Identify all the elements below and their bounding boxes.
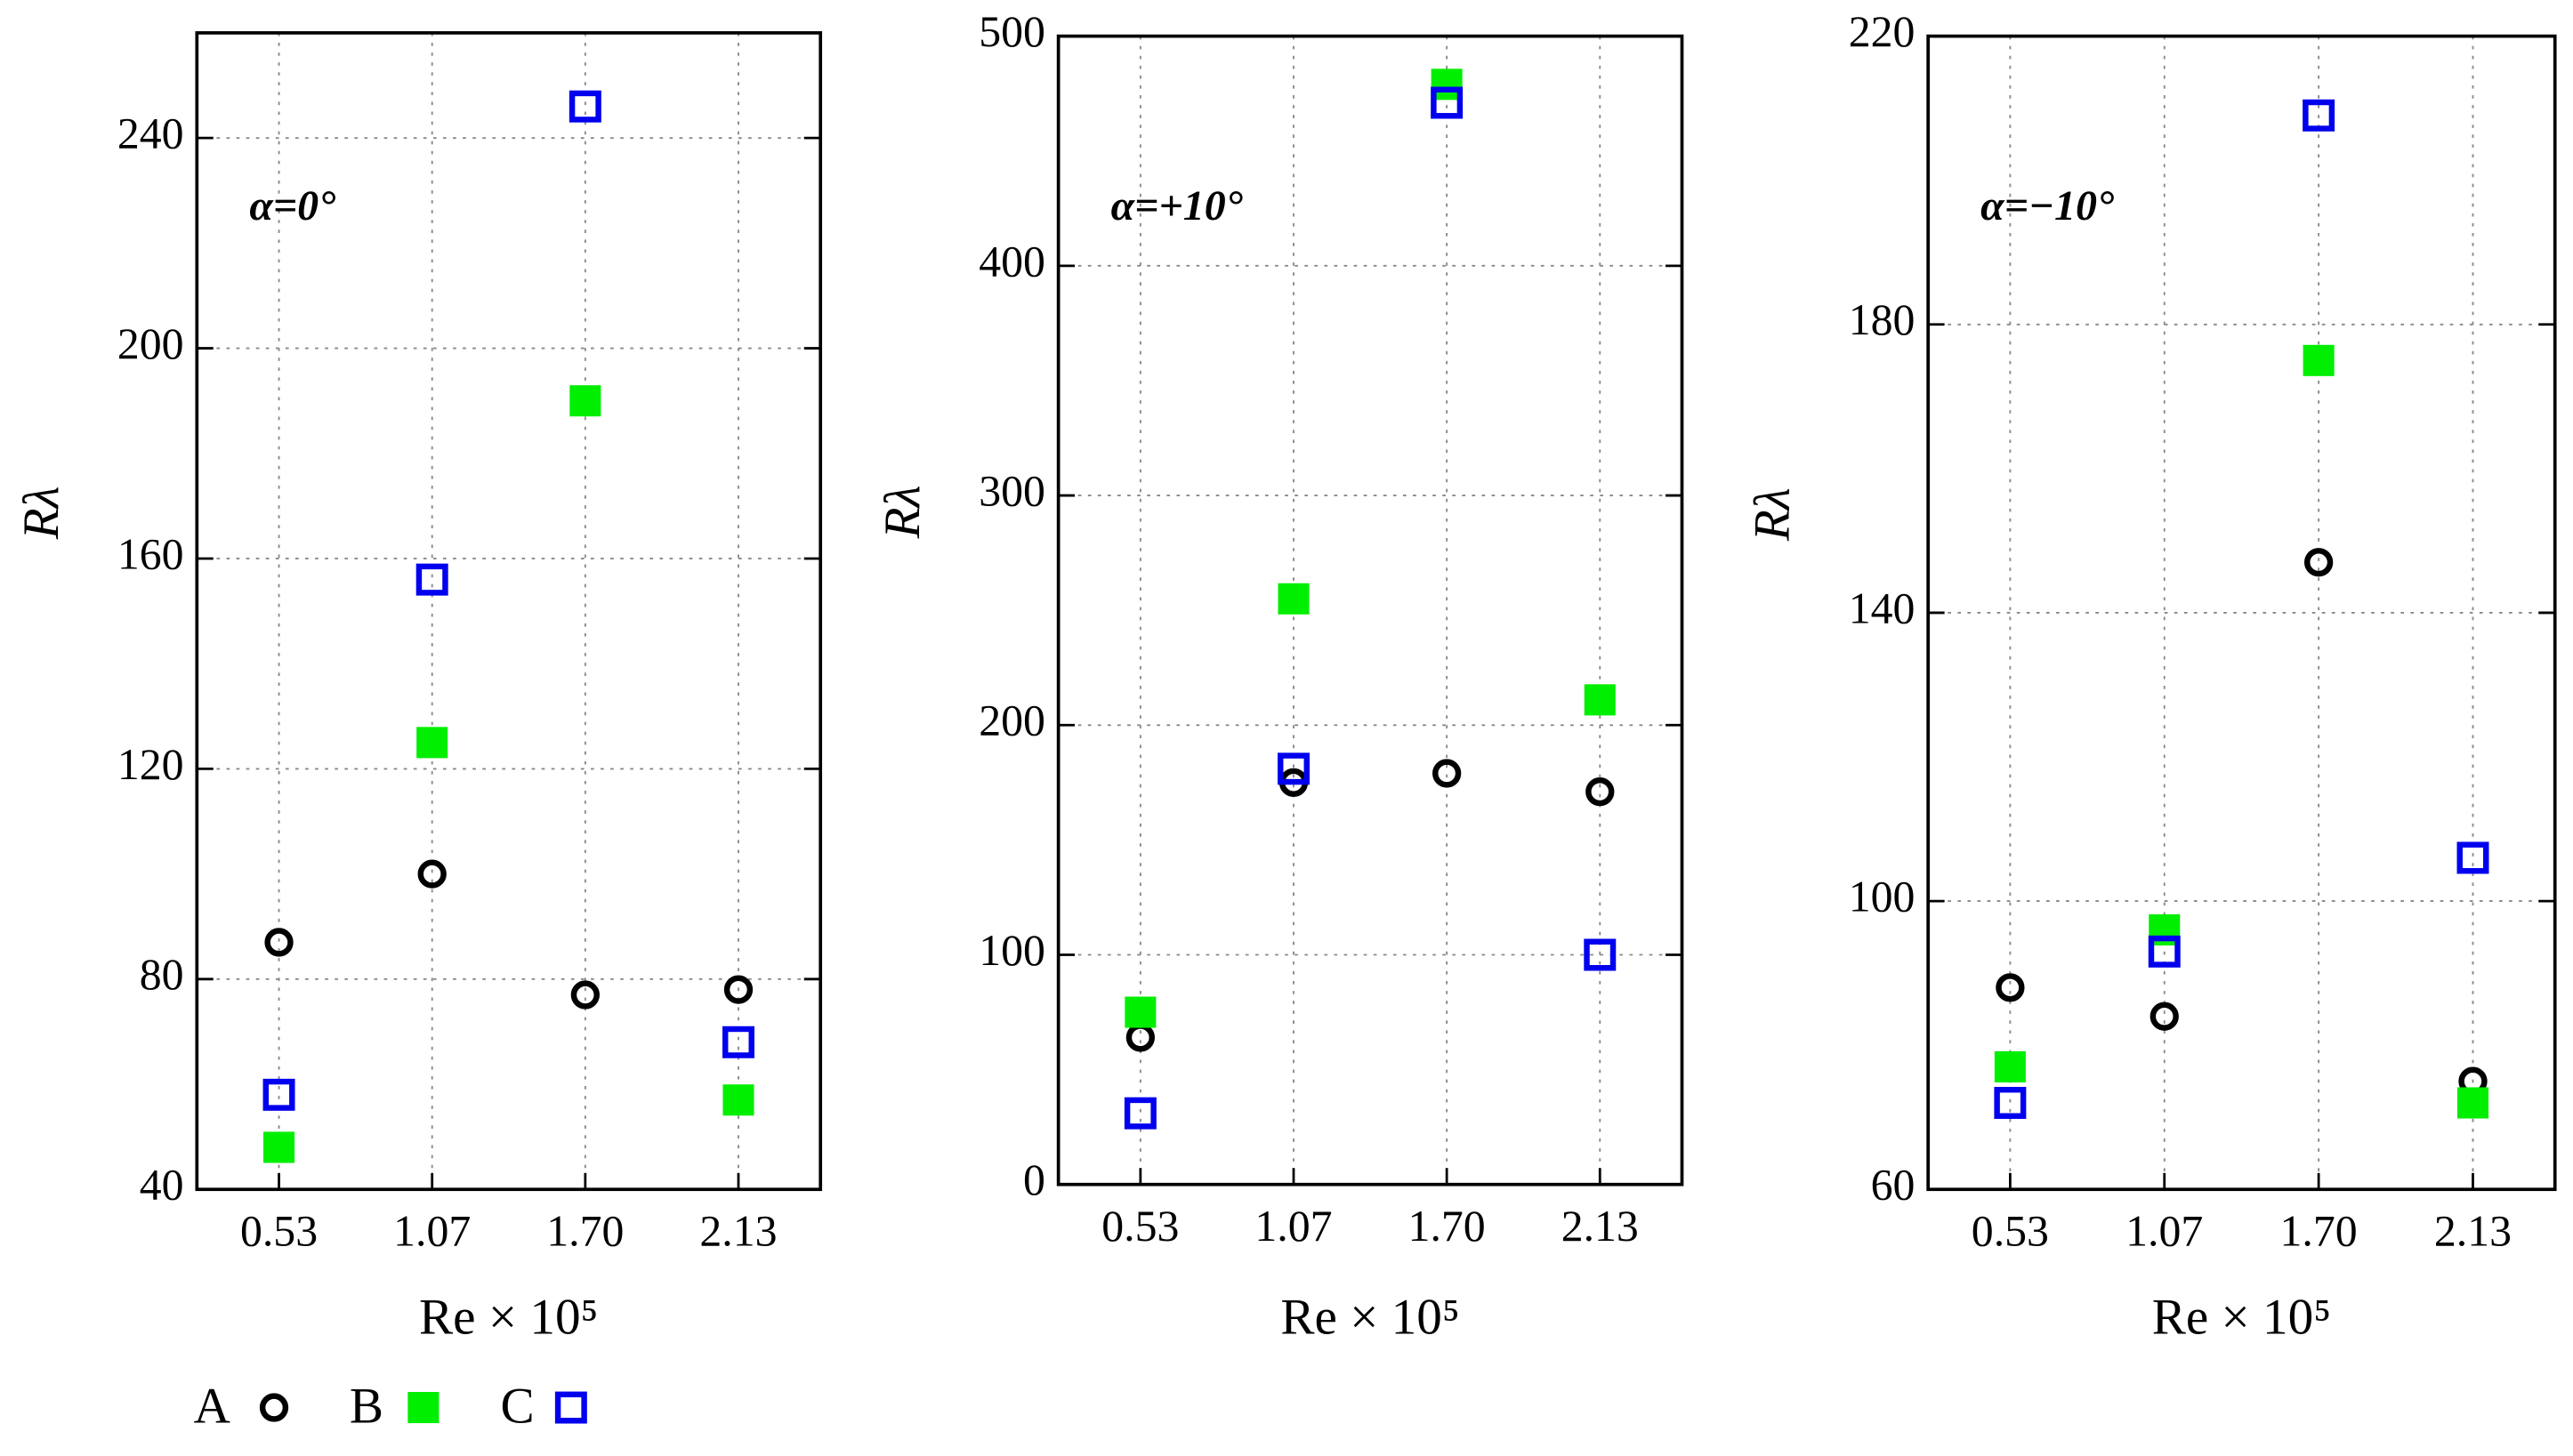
legend-label: C: [501, 1378, 535, 1434]
point: [2303, 344, 2335, 376]
point: [417, 859, 447, 889]
point: [570, 980, 600, 1010]
point: [722, 1026, 754, 1058]
x-tick-label: 1.70: [1408, 1202, 1486, 1251]
y-tick-label: 200: [979, 696, 1045, 745]
point: [1431, 86, 1464, 119]
point: [1584, 684, 1616, 716]
y-tick-label: 0: [1023, 1155, 1045, 1204]
x-axis-label: Re × 10⁵: [2152, 1290, 2331, 1346]
point: [569, 90, 601, 123]
y-axis-label: Rλ: [875, 486, 931, 540]
legend-label: B: [350, 1378, 383, 1434]
y-axis-label: Rλ: [1745, 487, 1801, 542]
point: [1584, 938, 1617, 971]
point: [416, 727, 448, 759]
point: [2148, 935, 2181, 968]
point: [1125, 1023, 1155, 1052]
legend-marker: [407, 1392, 440, 1424]
x-axis-label: Re × 10⁵: [419, 1290, 598, 1346]
y-axis-label: Rλ: [13, 487, 69, 541]
point: [723, 975, 754, 1004]
x-tick-label: 1.70: [546, 1206, 624, 1255]
x-tick-label: 1.07: [393, 1206, 471, 1255]
legend-label: A: [194, 1378, 230, 1434]
point: [1994, 1050, 2026, 1082]
point: [1996, 973, 2025, 1002]
annotation: α=0°: [249, 182, 335, 229]
point: [2303, 548, 2334, 577]
point: [264, 928, 294, 957]
y-tick-label: 60: [1871, 1161, 1916, 1210]
point: [1585, 777, 1615, 807]
y-tick-label: 140: [1849, 583, 1916, 632]
y-tick-label: 160: [117, 529, 184, 578]
annotation: α=−10°: [1980, 182, 2114, 229]
legend-marker: [554, 1391, 587, 1424]
point: [2150, 1002, 2179, 1031]
point: [1124, 1097, 1157, 1130]
point: [1994, 1087, 2027, 1119]
y-tick-label: 120: [117, 740, 184, 789]
y-tick-label: 40: [140, 1161, 184, 1210]
y-tick-label: 200: [117, 319, 184, 368]
point: [1278, 752, 1310, 785]
point: [569, 385, 601, 417]
y-tick-label: 80: [140, 950, 184, 999]
y-tick-label: 400: [979, 237, 1045, 286]
point: [1278, 583, 1310, 615]
y-tick-label: 240: [117, 109, 184, 158]
y-tick-label: 100: [979, 926, 1045, 975]
x-tick-label: 1.07: [2125, 1206, 2203, 1255]
x-tick-label: 2.13: [2434, 1206, 2512, 1255]
y-tick-label: 220: [1849, 7, 1916, 56]
point: [2456, 1087, 2489, 1119]
point: [263, 1131, 295, 1163]
y-tick-label: 300: [979, 466, 1045, 515]
point: [2456, 841, 2489, 874]
x-tick-label: 1.07: [1254, 1202, 1332, 1251]
point: [722, 1084, 754, 1116]
point: [262, 1078, 295, 1111]
x-tick-label: 1.70: [2280, 1206, 2358, 1255]
x-tick-label: 2.13: [1561, 1202, 1639, 1251]
legend-marker: [259, 1393, 289, 1422]
point: [415, 563, 448, 596]
plot-frame: [1926, 34, 2557, 1192]
y-tick-label: 180: [1849, 295, 1916, 344]
y-tick-label: 500: [979, 7, 1045, 56]
annotation: α=+10°: [1111, 182, 1243, 229]
y-tick-label: 100: [1849, 873, 1916, 921]
point: [1125, 996, 1157, 1028]
x-tick-label: 2.13: [699, 1206, 777, 1255]
point: [1432, 759, 1462, 788]
x-tick-label: 0.53: [1101, 1202, 1179, 1251]
x-tick-label: 0.53: [1972, 1206, 2049, 1255]
x-axis-label: Re × 10⁵: [1280, 1290, 1459, 1346]
x-tick-label: 0.53: [240, 1206, 318, 1255]
plot-frame: [195, 31, 823, 1192]
plot-frame: [1056, 34, 1684, 1187]
point: [2303, 99, 2335, 132]
